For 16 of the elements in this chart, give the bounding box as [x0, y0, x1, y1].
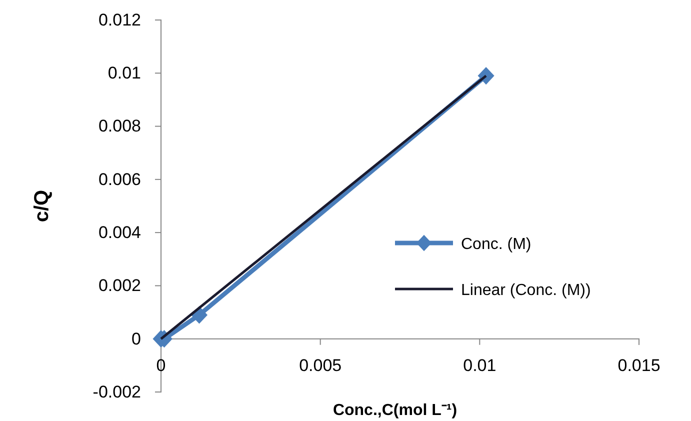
y-tick-label: 0.01: [108, 64, 141, 83]
x-tick-label: 0.01: [463, 356, 496, 375]
x-tick-label: 0: [156, 356, 166, 375]
y-tick-label: -0.002: [92, 382, 141, 402]
y-axis-title: c/Q: [31, 190, 53, 222]
y-tick-label: 0.004: [98, 223, 141, 242]
y-tick-label: 0.002: [98, 276, 141, 296]
y-tick-label: 0: [132, 329, 141, 348]
x-tick-label: 0.005: [299, 356, 342, 375]
y-tick-label: 0.008: [98, 116, 141, 136]
legend-label: Linear (Conc. (M)): [461, 282, 591, 299]
legend-label: Conc. (M): [461, 236, 532, 253]
y-tick-label: 0.006: [98, 170, 141, 189]
x-axis-title: Conc.,C(mol L⁻¹): [332, 402, 458, 419]
x-tick-label: 0.015: [618, 356, 660, 375]
y-tick-label: 0.012: [98, 10, 141, 30]
